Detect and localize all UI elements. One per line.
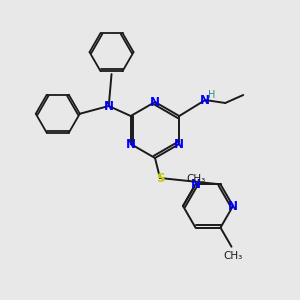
Text: N: N bbox=[150, 95, 160, 109]
Text: N: N bbox=[174, 137, 184, 151]
Text: N: N bbox=[200, 94, 210, 106]
Text: N: N bbox=[228, 200, 238, 212]
Text: N: N bbox=[190, 178, 200, 191]
Text: CH₃: CH₃ bbox=[186, 174, 206, 184]
Text: S: S bbox=[156, 172, 164, 184]
Text: N: N bbox=[126, 137, 136, 151]
Text: N: N bbox=[104, 100, 114, 112]
Text: CH₃: CH₃ bbox=[224, 251, 243, 261]
Text: H: H bbox=[208, 90, 215, 100]
